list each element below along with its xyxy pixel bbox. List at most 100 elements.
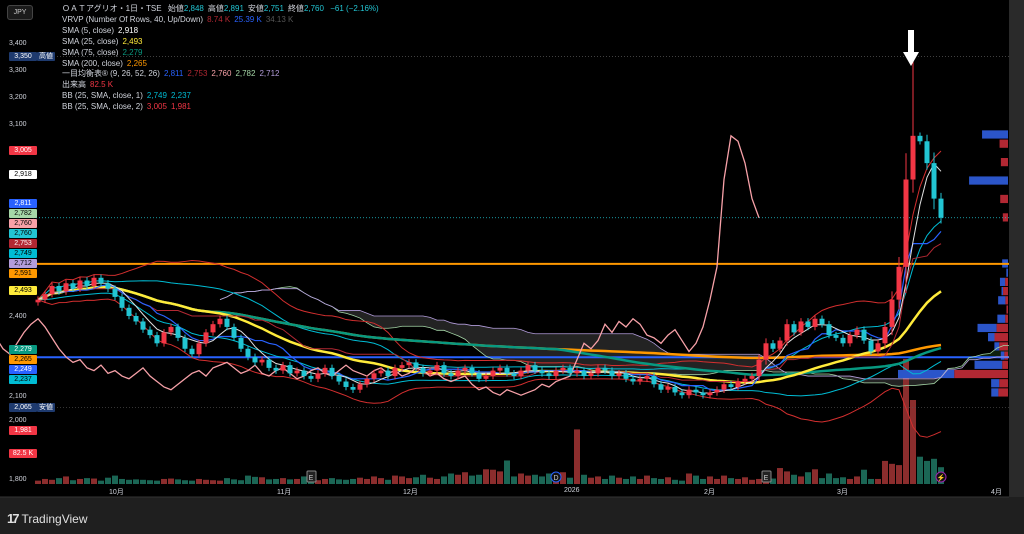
candle [672,383,678,396]
volume-bar [840,477,846,484]
volume-profile-down [1005,296,1008,305]
candle [238,334,244,353]
ichimoku-cloud-segment [640,336,647,373]
indicator-value: 2,237 [170,91,191,101]
indicator-row[interactable]: 出来高 82.5 K [62,80,379,91]
volume-profile-down [1003,286,1008,296]
volume-profile-up [1000,351,1005,360]
volume-profile-up [977,323,997,333]
indicator-row[interactable]: SMA (200, close) 2,265 [62,59,379,70]
price-tag: 2,712 [9,259,37,269]
ichimoku-cloud-segment [346,310,353,316]
volume-bar [609,475,615,484]
ichimoku-cloud-segment [514,328,521,362]
right-scrollbar[interactable] [1009,0,1024,497]
candle [511,370,517,380]
ichimoku-cloud-segment [675,354,682,375]
candle [133,312,139,325]
ichimoku-cloud-segment [542,333,549,367]
candle [742,375,748,385]
candle [406,359,412,369]
volume-bar [875,478,881,484]
candle [448,370,454,380]
volume-profile-up [982,130,1008,139]
candle [826,320,832,339]
volume-bar [679,480,685,484]
volume-profile-up [994,342,1000,351]
candle [329,364,335,380]
candle [868,337,874,355]
volume-bar [518,473,524,484]
volume-bar [357,477,363,484]
ichimoku-cloud-segment [619,333,626,373]
indicator-row[interactable]: BB (25, SMA, close, 2) 3,005 1,981 [62,102,379,113]
candle [798,318,804,336]
candle [203,329,209,347]
candle [805,318,811,331]
indicator-value: 2,493 [122,36,143,46]
volume-bar [560,472,566,484]
indicator-value: 2,782 [235,69,256,79]
earnings-icon[interactable]: E [761,470,772,483]
earnings-icon[interactable]: E [306,470,317,483]
candle [413,359,419,372]
currency-button[interactable]: JPY [7,5,33,20]
ichimoku-cloud-segment [668,352,675,375]
volume-bar [448,473,454,484]
split-icon[interactable]: ⚡ [935,471,947,483]
volume-bar [476,474,482,484]
candle [693,386,699,396]
candle [399,361,405,372]
ichimoku-cloud-segment [444,320,451,334]
candle [287,361,293,377]
price-tag: 2,265 [9,354,37,364]
volume-bar [644,475,650,484]
indicator-value: 1,981 [170,102,191,112]
indicator-value: 2,918 [118,25,139,35]
volume-bar [777,468,783,484]
candle [273,364,279,374]
symbol-title[interactable]: ＯＡＴアグリオ・1日・TSE [62,4,162,13]
candle [252,353,258,366]
price-axis-label: 2,000 [9,416,27,424]
ichimoku-cloud-segment [822,374,829,377]
bb2-lower [37,298,942,438]
dividend-icon[interactable]: D [550,471,562,483]
candle [553,367,559,380]
candle [546,370,552,380]
indicator-value: 8.74 K [207,14,231,24]
indicator-row[interactable]: BB (25, SMA, close, 1) 2,749 2,237 [62,91,379,102]
candle [35,296,41,306]
volume-bar [749,479,755,484]
candle [539,367,545,377]
time-axis-label: 2月 [704,489,715,496]
volume-tag: 82.5 K [9,449,37,458]
volume-bar [868,478,874,484]
indicator-value: 2,753 [187,69,208,79]
volume-bar [259,477,265,484]
ichimoku-cloud-segment [507,328,514,361]
volume-bar [770,478,776,484]
candle [224,315,230,331]
volume-bar [49,479,55,484]
candle [350,383,356,393]
volume-bar [420,474,426,484]
volume-bar [231,479,237,484]
indicator-value: 3,005 [146,102,167,112]
indicator-row[interactable]: 一目均衡表® (9, 26, 52, 26) 2,811 2,753 2,760 2,7… [62,69,379,80]
indicator-row[interactable]: SMA (25, close) 2,493 [62,37,379,48]
volume-bar [441,476,447,484]
indicator-row[interactable]: VRVP (Number Of Rows, 40, Up/Down) 8.74 K… [62,15,379,26]
ohlc-1: 高値2,891 [207,4,244,13]
volume-bar [574,429,580,484]
indicator-row[interactable]: SMA (5, close) 2,918 [62,26,379,37]
indicator-row[interactable]: SMA (75, close) 2,279 [62,48,379,59]
volume-bar [714,478,720,484]
ichimoku-cloud-segment [871,378,878,383]
volume-bar [343,479,349,484]
candle [518,367,524,380]
tradingview-logo-icon: 17 [7,511,20,526]
candle [434,361,440,374]
volume-bar [427,477,433,484]
